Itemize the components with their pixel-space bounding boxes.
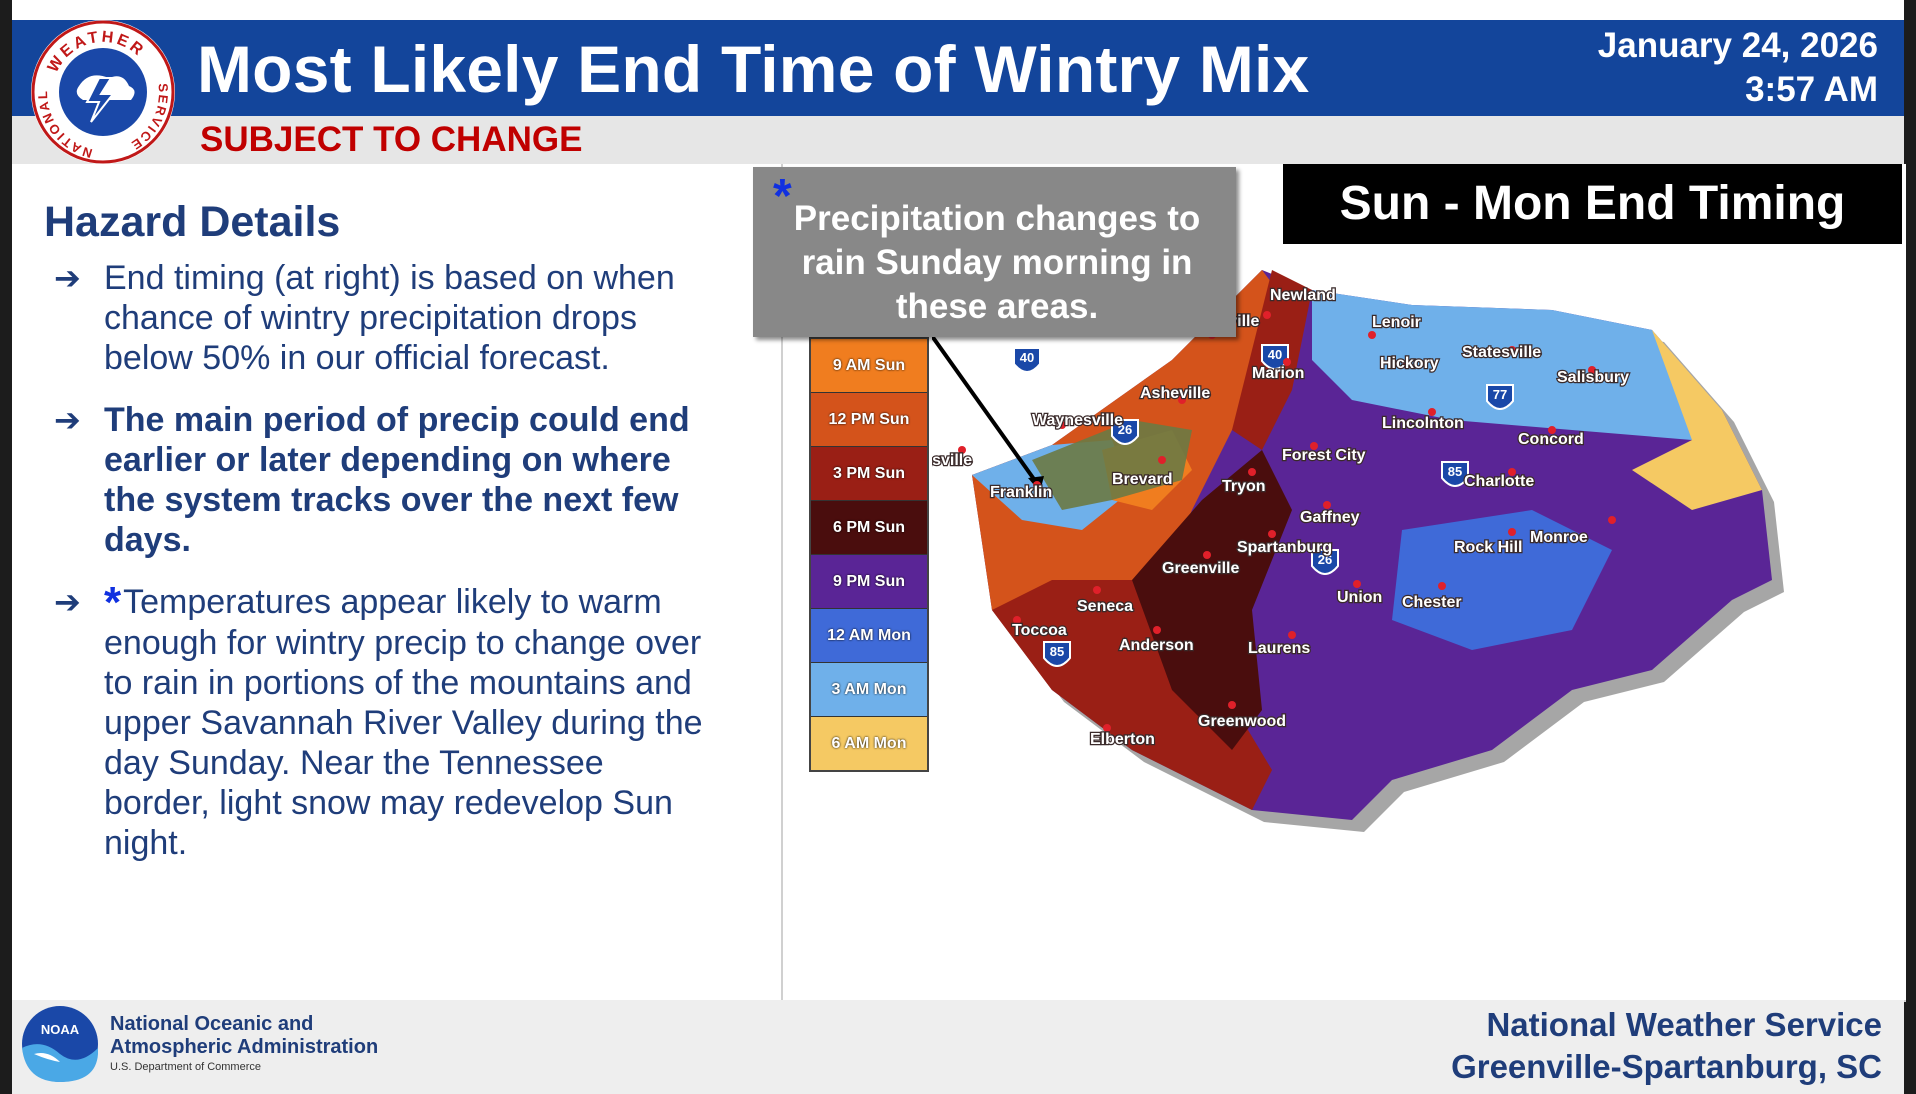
asterisk: *: [773, 170, 792, 223]
legend-item: 9 PM Sun: [811, 555, 927, 609]
footer-band: [12, 1000, 1904, 1094]
city-label: Anderson: [1119, 637, 1194, 654]
office-name: National Weather Service Greenville-Spar…: [1451, 1004, 1882, 1088]
city-label: Toccoa: [1012, 622, 1067, 639]
slide: WEATHER NATIONAL SERVICE Most Likely End…: [12, 0, 1906, 1094]
issue-datetime: January 24, 2026 3:57 AM: [1598, 24, 1878, 112]
city-label: Brevard: [1112, 471, 1172, 488]
arrow-icon: ➔: [54, 584, 81, 620]
noaa-wordmark: NOAA: [41, 1022, 80, 1037]
city-label: Lenoir: [1372, 314, 1421, 331]
city-label: Waynesville: [1032, 412, 1123, 429]
org-line-1: National Oceanic and: [110, 1013, 314, 1035]
city-label: Marion: [1252, 365, 1304, 382]
legend-item: 12 AM Mon: [811, 609, 927, 663]
org-line-2: Atmospheric Administration: [110, 1036, 379, 1058]
hazard-details: Hazard Details ➔ End timing (at right) i…: [44, 196, 704, 885]
bullet-text: Temperatures appear likely to warm enoug…: [104, 583, 703, 862]
svg-text:85: 85: [1448, 464, 1462, 479]
svg-text:77: 77: [1493, 387, 1507, 402]
city-label: Franklin: [990, 484, 1052, 501]
noaa-logo: NOAA: [22, 1006, 98, 1082]
legend-item: 3 AM Mon: [811, 663, 927, 717]
issue-date: January 24, 2026: [1597, 26, 1878, 65]
city-label: Forest City: [1282, 447, 1366, 464]
page-title: Most Likely End Time of Wintry Mix: [197, 32, 1310, 106]
subtitle: SUBJECT TO CHANGE: [200, 120, 583, 159]
svg-text:85: 85: [1050, 644, 1064, 659]
city-label: Elberton: [1090, 731, 1155, 748]
city-label: Robbinsville: [932, 452, 972, 469]
city-label: Concord: [1518, 431, 1584, 448]
issue-time: 3:57 AM: [1745, 70, 1878, 109]
asterisk: *: [104, 578, 122, 627]
noaa-name: National Oceanic and Atmospheric Adminis…: [110, 1013, 378, 1075]
end-timing-map: 40 40 77 26 85 26 85 Newland Burnsville …: [932, 270, 1784, 832]
legend-item: 12 PM Sun: [811, 393, 927, 447]
city-label: Greenwood: [1198, 713, 1286, 730]
city-label: Lincolnton: [1382, 415, 1464, 432]
svg-text:40: 40: [1020, 350, 1034, 365]
hazard-bullet: ➔ The main period of precip could end ea…: [44, 400, 704, 560]
city-label: Newland: [1270, 287, 1336, 304]
header-subband: [12, 116, 1904, 164]
map-title: Sun - Mon End Timing: [1283, 164, 1902, 244]
city-label: Charlotte: [1464, 473, 1534, 490]
city-label: Laurens: [1248, 640, 1310, 657]
city-label: Asheville: [1140, 385, 1210, 402]
svg-text:40: 40: [1268, 347, 1282, 362]
city-labels: Newland Burnsville Lenoir Statesville Hi…: [932, 286, 1630, 750]
arrow-icon: ➔: [54, 402, 81, 438]
bullet-text: The main period of precip could end earl…: [104, 401, 690, 559]
legend-item: 6 AM Mon: [811, 717, 927, 770]
office-line-2: Greenville-Spartanburg, SC: [1451, 1048, 1882, 1085]
hazard-heading: Hazard Details: [44, 198, 341, 246]
bullet-text: End timing (at right) is based on when c…: [104, 259, 675, 377]
svg-text:26: 26: [1118, 422, 1132, 437]
interstate-shields: 40 40 77 26 85 26 85: [1013, 344, 1514, 667]
city-label: Tryon: [1222, 478, 1266, 495]
callout-text: Precipitation changes to rain Sunday mor…: [793, 199, 1201, 326]
legend: 9 AM Sun 12 PM Sun 3 PM Sun 6 PM Sun 9 P…: [809, 337, 929, 772]
city-label: Salisbury: [1557, 369, 1629, 386]
hazard-bullet: ➔ *Temperatures appear likely to warm en…: [44, 581, 704, 863]
legend-item: 6 PM Sun: [811, 501, 927, 555]
hazard-bullet: ➔ End timing (at right) is based on when…: [44, 258, 704, 378]
org-sub: U.S. Department of Commerce: [110, 1061, 261, 1073]
city-label: Greenville: [1162, 560, 1239, 577]
nws-logo: WEATHER NATIONAL SERVICE: [31, 20, 175, 164]
city-label: Chester: [1402, 594, 1462, 611]
header-band: [12, 20, 1904, 116]
city-label: Statesville: [1462, 344, 1541, 361]
rain-changeover-callout: * Precipitation changes to rain Sunday m…: [753, 167, 1236, 337]
city-label: Rock Hill: [1454, 539, 1522, 556]
city-label: Seneca: [1077, 598, 1133, 615]
city-label: Monroe: [1530, 529, 1588, 546]
office-line-1: National Weather Service: [1486, 1006, 1882, 1043]
city-label: Union: [1337, 589, 1382, 606]
arrow-icon: ➔: [54, 260, 81, 296]
city-label: Spartanburg: [1237, 539, 1332, 556]
city-label: Gaffney: [1300, 509, 1360, 526]
legend-item: 9 AM Sun: [811, 339, 927, 393]
city-label: Hickory: [1380, 355, 1439, 372]
svg-text:26: 26: [1318, 552, 1332, 567]
legend-item: 3 PM Sun: [811, 447, 927, 501]
